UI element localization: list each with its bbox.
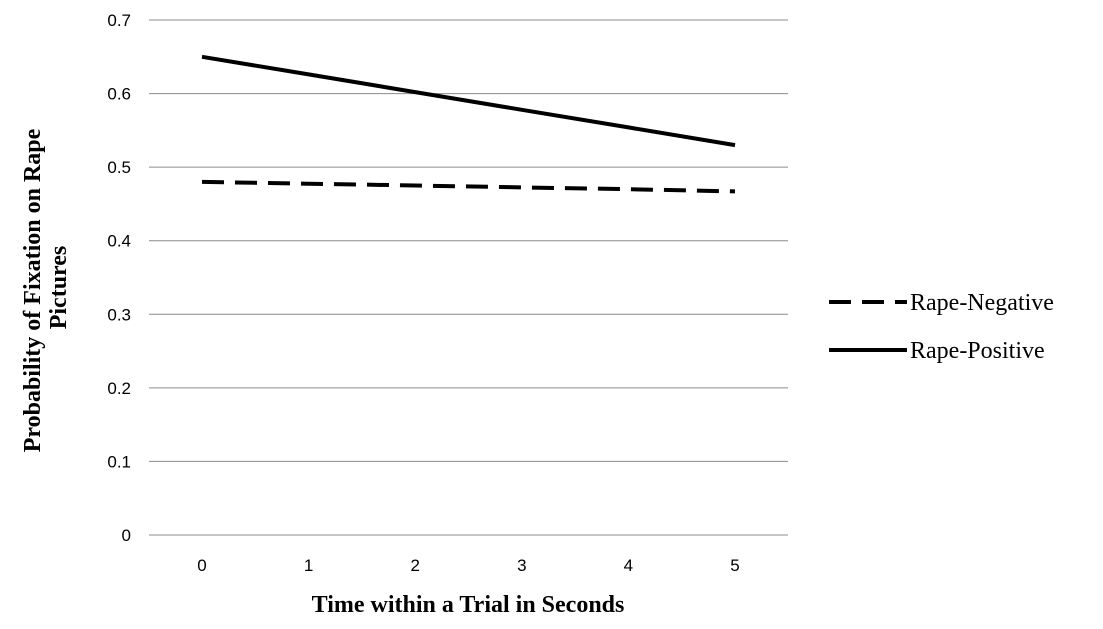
legend: Rape-Negative Rape-Positive (829, 290, 1054, 364)
y-tick-label-0.2: 0.2 (107, 379, 131, 398)
y-tick-label-0.4: 0.4 (107, 232, 131, 251)
y-tick-label-0.7: 0.7 (107, 11, 131, 30)
x-tick-label-3: 3 (517, 556, 526, 575)
legend-item-rape-positive: Rape-Positive (829, 338, 1045, 364)
series-line-rape-positive (201, 54, 736, 148)
x-tick-label-5: 5 (730, 556, 739, 575)
x-tick-label-4: 4 (624, 556, 633, 575)
y-axis-title: Probability of Fixation on Rape Pictures (20, 123, 72, 453)
legend-label-rape-positive: Rape-Positive (910, 338, 1045, 364)
x-tick-labels: 0 1 2 3 4 5 (197, 556, 739, 575)
series-line-rape-negative (201, 179, 736, 194)
x-tick-label-1: 1 (304, 556, 313, 575)
y-tick-label-0.1: 0.1 (107, 452, 131, 471)
legend-item-rape-negative: Rape-Negative (829, 290, 1054, 316)
y-tick-label-0.5: 0.5 (107, 158, 131, 177)
y-axis-title-line-2: Pictures (46, 246, 72, 330)
x-tick-label-0: 0 (197, 556, 206, 575)
legend-label-rape-negative: Rape-Negative (910, 290, 1054, 316)
y-tick-label-0.6: 0.6 (107, 85, 131, 104)
x-tick-label-2: 2 (410, 556, 419, 575)
x-axis-title: Time within a Trial in Seconds (312, 592, 625, 618)
y-tick-label-0: 0 (122, 526, 131, 545)
y-tick-labels: 0 0.1 0.2 0.3 0.4 0.5 0.6 0.7 (107, 11, 131, 545)
series-lines (201, 54, 736, 194)
y-tick-label-0.3: 0.3 (107, 305, 131, 324)
gridlines (149, 19, 788, 462)
y-axis-title-line-1: Probability of Fixation on Rape (20, 128, 46, 452)
